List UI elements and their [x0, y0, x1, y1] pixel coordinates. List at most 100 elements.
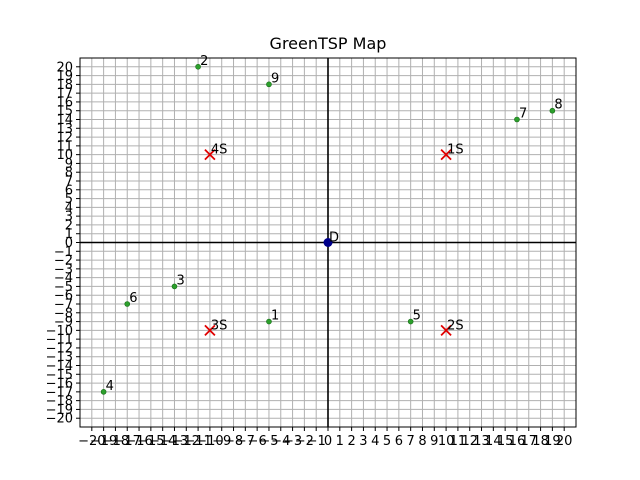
station-marker — [440, 324, 452, 336]
x-tick-label: −14 — [149, 434, 176, 449]
y-tick-label: 10 — [56, 148, 73, 163]
x-tick-label: 9 — [430, 434, 438, 449]
x-tick-label: −16 — [125, 434, 152, 449]
depot-label: D — [329, 231, 339, 246]
customer-point — [124, 301, 131, 307]
y-tick-label: −12 — [46, 341, 73, 356]
y-tick-label: 16 — [56, 95, 73, 110]
y-tick-label: −9 — [54, 315, 73, 330]
y-tick-label: 9 — [65, 157, 73, 172]
x-tick-label: −6 — [248, 434, 267, 449]
customer-point — [171, 283, 178, 290]
y-tick-label: −20 — [46, 412, 73, 427]
y-tick-label: 7 — [65, 175, 73, 190]
customer-label: 4 — [106, 379, 114, 394]
customer-label: 8 — [554, 98, 562, 113]
x-tick-label: 20 — [556, 434, 573, 449]
x-tick-label: 8 — [418, 434, 426, 449]
x-tick-label: −19 — [90, 434, 117, 449]
y-tick-label: −1 — [54, 245, 73, 260]
customer-label: 3 — [176, 273, 184, 288]
x-tick-label: 7 — [407, 434, 415, 449]
x-tick-label: 19 — [544, 434, 561, 449]
x-tick-label: 16 — [509, 434, 526, 449]
x-tick-label: 0 — [324, 434, 332, 449]
customer-point — [549, 107, 556, 114]
y-tick-label: 6 — [65, 183, 73, 198]
customer-point — [266, 81, 272, 88]
x-tick-label: 1 — [336, 434, 344, 449]
depot-point — [323, 238, 333, 247]
x-tick-label: 6 — [395, 434, 403, 449]
x-tick-label: 15 — [497, 434, 514, 449]
chart-title: GreenTSP Map — [270, 34, 387, 53]
y-tick-label: 11 — [56, 139, 73, 154]
y-tick-label: 8 — [65, 166, 73, 181]
x-tick-label: −12 — [173, 434, 200, 449]
customer-point — [514, 116, 520, 123]
x-tick-labels: −20−19−18−17−16−15−14−13−12−11−10−9−8−7−… — [78, 427, 572, 449]
y-tick-label: −2 — [54, 254, 73, 269]
y-tick-label: 19 — [56, 69, 73, 84]
customer-label: 2 — [200, 54, 208, 69]
customer-point — [407, 318, 414, 325]
customer-point — [195, 63, 201, 70]
station-label: 1S — [447, 143, 464, 158]
y-tick-label: −10 — [46, 324, 73, 339]
station-marker — [204, 324, 216, 336]
y-tick-label: 0 — [65, 236, 73, 251]
x-tick-label: −5 — [259, 434, 278, 449]
y-tick-label: 5 — [65, 192, 73, 207]
x-tick-label: −8 — [224, 434, 243, 449]
y-tick-label: −8 — [54, 306, 73, 321]
y-tick-label: −18 — [46, 394, 73, 409]
y-tick-label: −17 — [46, 385, 73, 400]
y-tick-label: −4 — [54, 271, 73, 286]
x-tick-label: −13 — [161, 434, 188, 449]
y-tick-label: 4 — [65, 201, 73, 216]
x-tick-label: 18 — [532, 434, 549, 449]
x-tick-label: −1 — [307, 434, 326, 449]
y-tick-label: 15 — [56, 104, 73, 119]
y-tick-label: −14 — [46, 359, 73, 374]
station-marker — [440, 149, 452, 161]
y-tick-label: 18 — [56, 78, 73, 93]
station-label: 4S — [211, 143, 228, 158]
station-label: 3S — [211, 318, 228, 333]
x-tick-label: 13 — [473, 434, 490, 449]
station-label: 2S — [447, 318, 464, 333]
x-tick-label: −4 — [271, 434, 290, 449]
x-tick-label: 17 — [520, 434, 537, 449]
y-tick-label: −7 — [54, 298, 73, 313]
y-tick-label: 14 — [56, 113, 73, 128]
customer-label: 1 — [271, 309, 279, 324]
x-tick-label: 5 — [383, 434, 391, 449]
station-x-stroke — [440, 324, 452, 336]
y-tick-label: 2 — [65, 218, 73, 233]
station-x-stroke — [204, 324, 216, 336]
points: 1 2 3 4 5 6 7 8 9 1S 2S 3S 4S D — [100, 54, 563, 395]
y-tick-label: 20 — [56, 60, 73, 75]
x-tick-label: 2 — [347, 434, 355, 449]
y-tick-label: −6 — [54, 289, 73, 304]
customer-point — [100, 389, 107, 395]
y-tick-label: −13 — [46, 350, 73, 365]
x-tick-label: 14 — [485, 434, 502, 449]
x-tick-label: −20 — [78, 434, 105, 449]
station-x-stroke — [440, 149, 452, 161]
x-tick-label: 12 — [461, 434, 478, 449]
x-tick-label: −10 — [196, 434, 223, 449]
x-tick-label: −3 — [283, 434, 302, 449]
y-tick-label: −5 — [54, 280, 73, 295]
customer-label: 6 — [129, 291, 137, 306]
x-tick-label: −11 — [184, 434, 211, 449]
y-tick-label: 12 — [56, 131, 73, 146]
y-tick-label: −3 — [54, 262, 73, 277]
station-marker — [204, 149, 216, 161]
y-tick-label: −19 — [46, 403, 73, 418]
x-tick-label: −9 — [212, 434, 231, 449]
customer-label: 5 — [413, 309, 421, 324]
x-tick-label: −18 — [102, 434, 129, 449]
x-tick-label: 3 — [359, 434, 367, 449]
